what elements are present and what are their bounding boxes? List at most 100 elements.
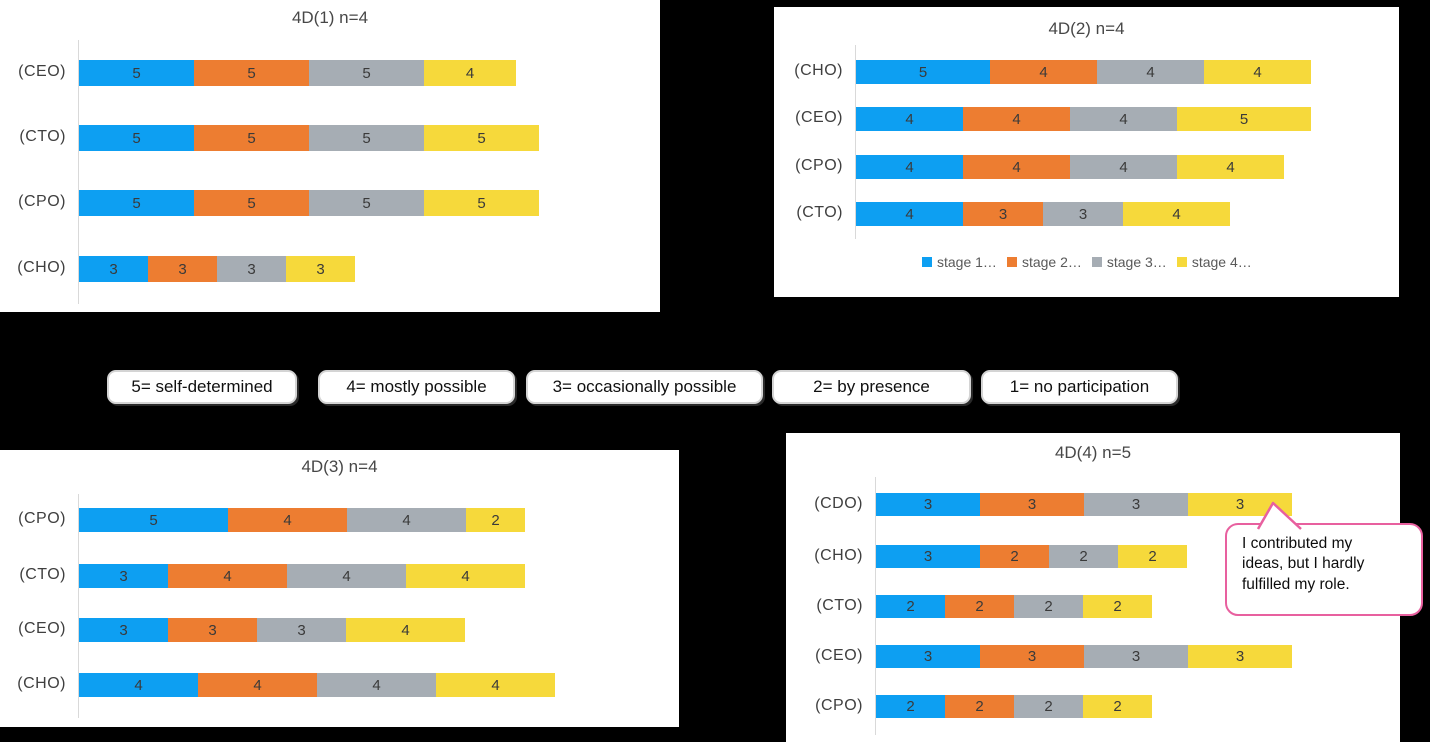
bar-segment-stage1: 3 (79, 256, 148, 282)
bar-segment-stage2: 3 (168, 618, 257, 642)
legend-swatch-stage3 (1091, 257, 1102, 267)
bar-segment-stage4: 3 (1188, 493, 1292, 516)
bar-segment-stage4: 5 (424, 125, 539, 151)
bar-segment-stage2: 4 (963, 155, 1070, 179)
legend-swatch-stage2 (1006, 257, 1017, 267)
row-label-ceo: (CEO) (18, 620, 66, 637)
row-label-cto: (CTO) (19, 128, 66, 145)
row-label-cho: (CHO) (794, 62, 843, 79)
legend-swatch-stage1 (922, 257, 932, 267)
bar-segment-stage1: 5 (79, 190, 194, 216)
bar-segment-stage4: 4 (346, 618, 465, 642)
row-label-cho: (CHO) (17, 259, 66, 276)
chart-title-4d3: 4D(3) n=4 (301, 457, 378, 476)
bar-segment-stage2: 5 (194, 190, 309, 216)
row-label-cto: (CTO) (19, 566, 66, 583)
bar-segment-stage4: 5 (424, 190, 539, 216)
legend-item-stage4: stage 4… (1176, 254, 1252, 270)
bar-segment-stage4: 2 (1118, 545, 1187, 568)
score-key-3: 3= occasionally possible (526, 370, 763, 404)
bar-segment-stage1: 4 (856, 202, 963, 226)
row-label-cto: (CTO) (816, 596, 863, 614)
bar-segment-stage2: 5 (194, 60, 309, 86)
speech-bubble: I contributed my ideas, but I hardly ful… (1225, 523, 1423, 616)
bar-segment-stage3: 2 (1014, 695, 1083, 718)
chart-title-4d1: 4D(1) n=4 (291, 8, 369, 27)
legend-item-stage1: stage 1… (922, 254, 997, 270)
bar-segment-stage3: 2 (1014, 595, 1083, 618)
chart-panel-4d4: 4D(4) n=5 (CDO) 3 3 3 3 (CHO) 3 2 2 2 (CTO) 2 2 2 2 (CE… (786, 433, 1400, 742)
bar-segment-stage1: 3 (79, 618, 168, 642)
row-label-cpo: (CPO) (18, 510, 66, 527)
bar-segment-stage4: 4 (436, 673, 555, 697)
bar-segment-stage2: 2 (945, 595, 1014, 618)
bar-segment-stage1: 3 (876, 645, 980, 668)
legend-label-stage1: stage 1… (937, 254, 997, 270)
legend-item-stage2: stage 2… (1006, 254, 1082, 270)
bar-segment-stage1: 4 (856, 107, 963, 131)
bar-segment-stage1: 5 (856, 60, 990, 84)
bar-segment-stage2: 4 (963, 107, 1070, 131)
chart-title-4d2: 4D(2) n=4 (1048, 19, 1125, 38)
bar-segment-stage4: 4 (424, 60, 516, 86)
bar-segment-stage4: 3 (286, 256, 355, 282)
bar-segment-stage3: 4 (1097, 60, 1204, 84)
bar-segment-stage3: 3 (257, 618, 346, 642)
legend-swatch-stage4 (1176, 257, 1187, 267)
bar-segment-stage1: 2 (876, 695, 945, 718)
bar-segment-stage2: 2 (980, 545, 1049, 568)
legend-label-stage4: stage 4… (1191, 254, 1252, 270)
bar-segment-stage4: 2 (466, 508, 525, 532)
score-key-5: 5= self-determined (107, 370, 297, 404)
row-label-cho: (CHO) (17, 675, 66, 692)
bar-segment-stage2: 4 (990, 60, 1097, 84)
score-key-4: 4= mostly possible (318, 370, 515, 404)
chart-title-4d4: 4D(4) n=5 (1054, 443, 1132, 462)
bar-segment-stage2: 2 (945, 695, 1014, 718)
row-label-cpo: (CPO) (18, 193, 66, 210)
bar-segment-stage2: 4 (168, 564, 287, 588)
bar-segment-stage1: 5 (79, 60, 194, 86)
bar-segment-stage3: 4 (287, 564, 406, 588)
legend-label-stage3: stage 3… (1106, 254, 1167, 270)
bar-segment-stage1: 2 (876, 595, 945, 618)
bar-segment-stage2: 3 (963, 202, 1043, 226)
row-label-ceo: (CEO) (815, 646, 863, 664)
score-key-1: 1= no participation (981, 370, 1178, 404)
bar-segment-stage4: 4 (406, 564, 525, 588)
stage-legend: stage 1… stage 2… stage 3… stage 4… (922, 254, 1252, 270)
row-label-ceo: (CEO) (795, 109, 843, 126)
row-label-ceo: (CEO) (18, 63, 66, 80)
bar-segment-stage4: 2 (1083, 695, 1152, 718)
bar-segment-stage1: 4 (79, 673, 198, 697)
bar-segment-stage1: 3 (876, 493, 980, 516)
row-label-cpo: (CPO) (795, 157, 843, 174)
bar-segment-stage3: 3 (217, 256, 286, 282)
y-axis-line (855, 45, 856, 239)
bar-segment-stage1: 5 (79, 508, 228, 532)
y-axis-line (78, 494, 79, 718)
row-label-cto: (CTO) (796, 204, 843, 221)
row-label-cho: (CHO) (814, 546, 863, 564)
chart-panel-4d1: 4D(1) n=4 (CEO) 5 5 5 4 (CTO) 5 5 5 5 (CPO) 5 5 5 5 (CH… (0, 0, 660, 312)
bar-segment-stage3: 4 (347, 508, 466, 532)
bar-segment-stage2: 3 (148, 256, 217, 282)
bar-segment-stage3: 4 (1070, 107, 1177, 131)
speech-bubble-tail (1256, 501, 1302, 530)
bar-segment-stage3: 4 (1070, 155, 1177, 179)
bar-segment-stage3: 5 (309, 125, 424, 151)
row-label-cdo: (CDO) (814, 494, 863, 512)
bar-segment-stage2: 3 (980, 645, 1084, 668)
